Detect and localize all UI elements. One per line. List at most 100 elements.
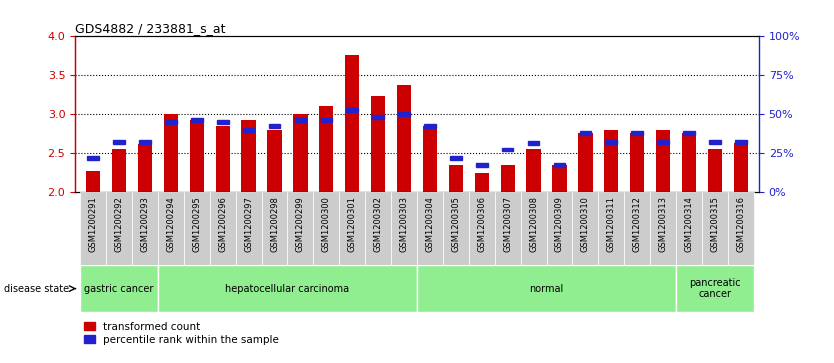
Text: gastric cancer: gastric cancer <box>84 284 153 294</box>
Bar <box>734 143 748 192</box>
Bar <box>651 192 676 265</box>
Bar <box>676 192 702 265</box>
Bar <box>139 140 151 144</box>
Bar <box>262 192 288 265</box>
Bar <box>268 130 282 192</box>
Bar <box>269 124 280 128</box>
Text: GSM1200294: GSM1200294 <box>167 196 175 252</box>
Text: GSM1200303: GSM1200303 <box>399 196 409 252</box>
Bar <box>397 85 411 192</box>
Text: GSM1200302: GSM1200302 <box>374 196 383 252</box>
Bar <box>86 171 100 192</box>
Text: GSM1200310: GSM1200310 <box>580 196 590 252</box>
Bar <box>528 141 540 145</box>
Bar <box>183 192 210 265</box>
Text: GSM1200298: GSM1200298 <box>270 196 279 252</box>
Bar <box>683 131 695 135</box>
Bar <box>106 192 132 265</box>
Bar <box>417 265 676 312</box>
Bar <box>398 113 409 116</box>
Bar <box>216 126 230 192</box>
Text: GSM1200300: GSM1200300 <box>322 196 331 252</box>
Text: disease state: disease state <box>4 284 69 294</box>
Bar <box>346 108 358 111</box>
Bar <box>709 140 721 144</box>
Bar <box>475 173 489 192</box>
Bar <box>138 144 152 192</box>
Bar <box>236 192 262 265</box>
Bar <box>339 192 365 265</box>
Bar <box>425 124 436 128</box>
Text: GSM1200313: GSM1200313 <box>659 196 667 252</box>
Text: GSM1200308: GSM1200308 <box>529 196 538 252</box>
Bar <box>476 163 488 167</box>
Bar <box>242 120 256 192</box>
Bar <box>656 130 671 192</box>
Text: GSM1200307: GSM1200307 <box>503 196 512 252</box>
Bar <box>520 192 546 265</box>
Text: GSM1200311: GSM1200311 <box>607 196 615 252</box>
Bar <box>728 192 754 265</box>
Bar <box>320 118 332 122</box>
Bar <box>572 192 598 265</box>
Bar <box>708 149 722 192</box>
Bar <box>288 192 314 265</box>
Text: GSM1200312: GSM1200312 <box>633 196 641 252</box>
Legend: transformed count, percentile rank within the sample: transformed count, percentile rank withi… <box>80 317 284 349</box>
Bar <box>495 192 520 265</box>
Bar <box>158 265 417 312</box>
Bar <box>372 115 384 119</box>
Bar <box>443 192 469 265</box>
Bar <box>624 192 651 265</box>
Bar <box>417 192 443 265</box>
Bar <box>80 192 106 265</box>
Text: GSM1200292: GSM1200292 <box>114 196 123 252</box>
Bar <box>163 114 178 192</box>
Bar <box>657 140 669 144</box>
Bar <box>113 140 125 144</box>
Bar <box>580 131 591 135</box>
Text: GSM1200293: GSM1200293 <box>140 196 149 252</box>
Bar <box>598 192 624 265</box>
Text: GSM1200315: GSM1200315 <box>711 196 720 252</box>
Bar <box>605 140 617 144</box>
Text: GSM1200291: GSM1200291 <box>88 196 98 252</box>
Bar <box>294 118 306 122</box>
Text: GDS4882 / 233881_s_at: GDS4882 / 233881_s_at <box>75 22 225 35</box>
Bar <box>391 192 417 265</box>
Bar <box>554 163 565 167</box>
Bar <box>682 133 696 192</box>
Text: GSM1200316: GSM1200316 <box>736 196 746 252</box>
Bar <box>578 133 592 192</box>
Bar <box>294 114 308 192</box>
Text: GSM1200306: GSM1200306 <box>477 196 486 252</box>
Text: normal: normal <box>530 284 564 294</box>
Text: GSM1200296: GSM1200296 <box>219 196 227 252</box>
Bar <box>631 131 643 135</box>
Bar <box>371 95 385 192</box>
Text: GSM1200297: GSM1200297 <box>244 196 254 252</box>
Bar <box>189 120 204 192</box>
Bar <box>469 192 495 265</box>
Bar <box>552 165 566 192</box>
Bar <box>604 130 618 192</box>
Text: GSM1200295: GSM1200295 <box>193 196 201 252</box>
Bar <box>450 156 462 160</box>
Bar <box>191 118 203 122</box>
Bar <box>546 192 572 265</box>
Bar <box>165 120 177 124</box>
Bar <box>345 55 359 192</box>
Bar <box>88 156 99 160</box>
Bar <box>210 192 236 265</box>
Bar <box>132 192 158 265</box>
Bar <box>243 128 254 132</box>
Bar <box>80 265 158 312</box>
Text: GSM1200314: GSM1200314 <box>685 196 694 252</box>
Bar <box>314 192 339 265</box>
Bar <box>449 165 463 192</box>
Bar <box>630 133 645 192</box>
Bar <box>365 192 391 265</box>
Bar <box>500 165 515 192</box>
Bar <box>217 120 229 124</box>
Bar <box>526 149 540 192</box>
